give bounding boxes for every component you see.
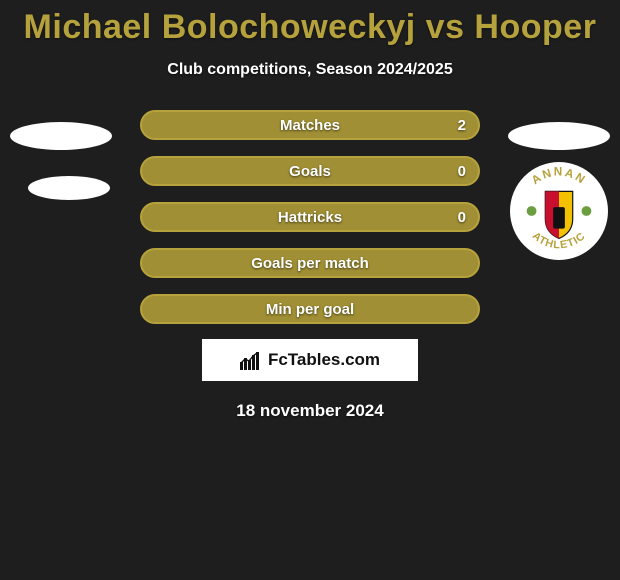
fctables-watermark: FcTables.com <box>202 339 418 381</box>
stat-label: Goals <box>142 163 478 180</box>
stat-value-right: 0 <box>458 163 466 180</box>
stat-row: Goals per match <box>0 247 620 279</box>
stat-label: Goals per match <box>142 255 478 272</box>
stat-value-right: 0 <box>458 209 466 226</box>
bar-chart-icon <box>240 350 262 370</box>
stat-label: Min per goal <box>142 301 478 318</box>
stat-bar: Goals0 <box>140 156 480 186</box>
page-title: Michael Bolochoweckyj vs Hooper <box>0 0 620 47</box>
stat-label: Hattricks <box>142 209 478 226</box>
stat-bar: Goals per match <box>140 248 480 278</box>
stat-value-right: 2 <box>458 117 466 134</box>
stat-row: Min per goal <box>0 293 620 325</box>
stat-bar: Matches2 <box>140 110 480 140</box>
stat-label: Matches <box>142 117 478 134</box>
stats-table: Matches2Goals0Hattricks0Goals per matchM… <box>0 109 620 325</box>
stat-row: Goals0 <box>0 155 620 187</box>
fctables-text: FcTables.com <box>268 350 380 370</box>
stat-bar: Hattricks0 <box>140 202 480 232</box>
stat-bar: Min per goal <box>140 294 480 324</box>
stat-row: Matches2 <box>0 109 620 141</box>
subtitle: Club competitions, Season 2024/2025 <box>0 61 620 79</box>
stat-row: Hattricks0 <box>0 201 620 233</box>
generated-date: 18 november 2024 <box>0 401 620 421</box>
